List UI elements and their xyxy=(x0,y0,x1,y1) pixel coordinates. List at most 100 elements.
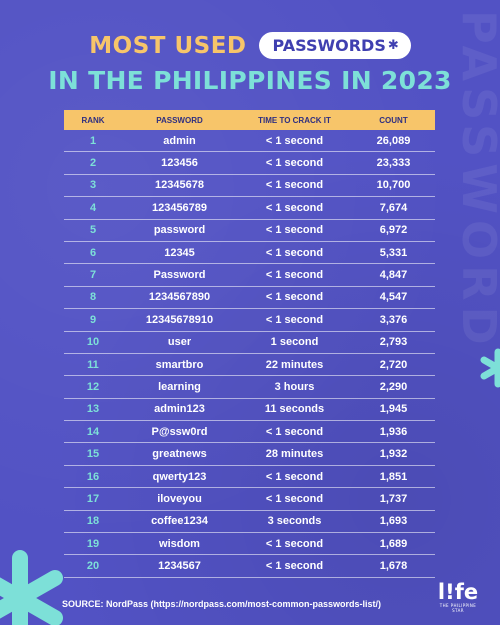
title-line-2: IN THE PHILIPPINES IN 2023 xyxy=(48,66,452,95)
rank-cell: 19 xyxy=(86,537,100,550)
rank-cell: 1 xyxy=(89,134,97,147)
password-cell: qwerty123 xyxy=(152,470,207,483)
table-row: 20 1234567 < 1 second 1,678 xyxy=(64,555,435,578)
count-cell: 2,720 xyxy=(379,358,408,371)
time-cell: < 1 second xyxy=(265,313,324,326)
count-cell: 1,851 xyxy=(379,470,408,483)
count-cell: 1,737 xyxy=(379,492,408,505)
rank-cell: 16 xyxy=(86,470,100,483)
table-row: 8 1234567890 < 1 second 4,547 xyxy=(64,287,435,310)
title-pill-label: PASSWORDS xyxy=(272,36,386,55)
table-row: 7 Password < 1 second 4,847 xyxy=(64,264,435,287)
rank-cell: 2 xyxy=(89,157,97,170)
time-cell: 11 seconds xyxy=(264,403,325,416)
table-row: 4 123456789 < 1 second 7,674 xyxy=(64,197,435,220)
table-row: 5 password < 1 second 6,972 xyxy=(64,220,435,242)
password-cell: user xyxy=(167,336,192,349)
password-cell: greatnews xyxy=(152,448,207,461)
time-cell: 3 seconds xyxy=(267,515,322,528)
table-row: 3 12345678 < 1 second 10,700 xyxy=(64,175,435,198)
rank-cell: 7 xyxy=(89,269,97,282)
logo-wordmark: l!fe xyxy=(437,580,479,604)
table-row: 19 wisdom < 1 second 1,689 xyxy=(64,533,435,556)
table-row: 6 12345 < 1 second 5,331 xyxy=(64,242,435,265)
teal-asterisk-icon xyxy=(480,348,500,388)
time-cell: < 1 second xyxy=(265,492,324,505)
rank-cell: 9 xyxy=(89,313,97,326)
rank-cell: 20 xyxy=(86,560,100,573)
time-cell: < 1 second xyxy=(265,470,324,483)
count-cell: 10,700 xyxy=(376,179,411,192)
password-cell: password xyxy=(153,224,206,237)
source-note: SOURCE: NordPass (https://nordpass.com/m… xyxy=(62,599,382,609)
header-rank: RANK xyxy=(81,115,105,125)
rank-cell: 18 xyxy=(86,515,100,528)
password-cell: learning xyxy=(158,380,201,393)
count-cell: 5,331 xyxy=(379,246,408,259)
password-cell: 123456 xyxy=(161,157,198,170)
count-cell: 1,932 xyxy=(379,448,408,461)
count-cell: 23,333 xyxy=(376,157,411,170)
rank-cell: 13 xyxy=(86,403,100,416)
time-cell: < 1 second xyxy=(265,201,324,214)
rank-cell: 10 xyxy=(86,336,100,349)
count-cell: 2,290 xyxy=(379,380,408,393)
table-row: 13 admin123 11 seconds 1,945 xyxy=(64,399,435,422)
count-cell: 7,674 xyxy=(379,201,408,214)
watermark-text: PASSWORD xyxy=(460,10,500,351)
time-cell: 22 minutes xyxy=(265,358,324,371)
header-time: TIME TO CRACK IT xyxy=(258,115,331,125)
count-cell: 1,693 xyxy=(379,515,408,528)
password-cell: 12345678910 xyxy=(145,313,214,326)
count-cell: 1,936 xyxy=(379,425,408,438)
rank-cell: 6 xyxy=(89,246,97,259)
count-cell: 6,972 xyxy=(379,224,408,237)
password-cell: smartbro xyxy=(155,358,204,371)
rank-cell: 14 xyxy=(86,425,100,438)
table-row: 18 coffee1234 3 seconds 1,693 xyxy=(64,511,435,534)
count-cell: 4,847 xyxy=(379,269,408,282)
table-row: 11 smartbro 22 minutes 2,720 xyxy=(64,354,435,377)
rank-cell: 5 xyxy=(89,224,97,237)
time-cell: < 1 second xyxy=(265,157,324,170)
teal-asterisk-icon xyxy=(0,550,63,625)
table-row: 12 learning 3 hours 2,290 xyxy=(64,376,435,399)
password-cell: 1234567 xyxy=(158,560,201,573)
time-cell: 1 second xyxy=(270,336,319,349)
time-cell: 3 hours xyxy=(274,380,315,393)
rank-cell: 15 xyxy=(86,448,100,461)
count-cell: 4,547 xyxy=(379,291,408,304)
password-cell: admin xyxy=(163,134,196,147)
background-watermark: PASSWORD xyxy=(460,10,500,610)
table-row: 16 qwerty123 < 1 second 1,851 xyxy=(64,466,435,489)
time-cell: < 1 second xyxy=(265,134,324,147)
password-cell: 12345678 xyxy=(155,179,204,192)
header-password: PASSWORD xyxy=(156,115,203,125)
time-cell: < 1 second xyxy=(265,246,324,259)
header-count: COUNT xyxy=(379,115,408,125)
logo-tagline: THE PHILIPPINE STAR xyxy=(439,603,477,613)
title-prefix: MOST USED xyxy=(89,32,247,59)
brand-logo: l!fe THE PHILIPPINE STAR xyxy=(436,580,480,614)
table-row: 15 greatnews 28 minutes 1,932 xyxy=(64,443,435,466)
time-cell: < 1 second xyxy=(265,560,324,573)
table-body: 1 admin < 1 second 26,089 2 123456 < 1 second 2… xyxy=(64,130,435,578)
rank-cell: 17 xyxy=(86,492,100,505)
rank-cell: 8 xyxy=(89,291,97,304)
password-cell: Password xyxy=(153,269,206,282)
passwords-table: RANK PASSWORD TIME TO CRACK IT COUNT 1 ad… xyxy=(64,110,435,578)
password-cell: 123456789 xyxy=(151,201,208,214)
table-row: 14 P@ssw0rd < 1 second 1,936 xyxy=(64,421,435,444)
count-cell: 26,089 xyxy=(376,134,411,147)
password-cell: 1234567890 xyxy=(148,291,211,304)
count-cell: 2,793 xyxy=(379,336,408,349)
count-cell: 3,376 xyxy=(379,313,408,326)
table-row: 10 user 1 second 2,793 xyxy=(64,332,435,354)
time-cell: < 1 second xyxy=(265,224,324,237)
title-pill: PASSWORDS ✱ xyxy=(258,32,411,59)
asterisk-icon: ✱ xyxy=(387,38,399,53)
time-cell: < 1 second xyxy=(265,291,324,304)
time-cell: < 1 second xyxy=(265,425,324,438)
password-cell: admin123 xyxy=(154,403,205,416)
table-row: 1 admin < 1 second 26,089 xyxy=(64,130,435,153)
